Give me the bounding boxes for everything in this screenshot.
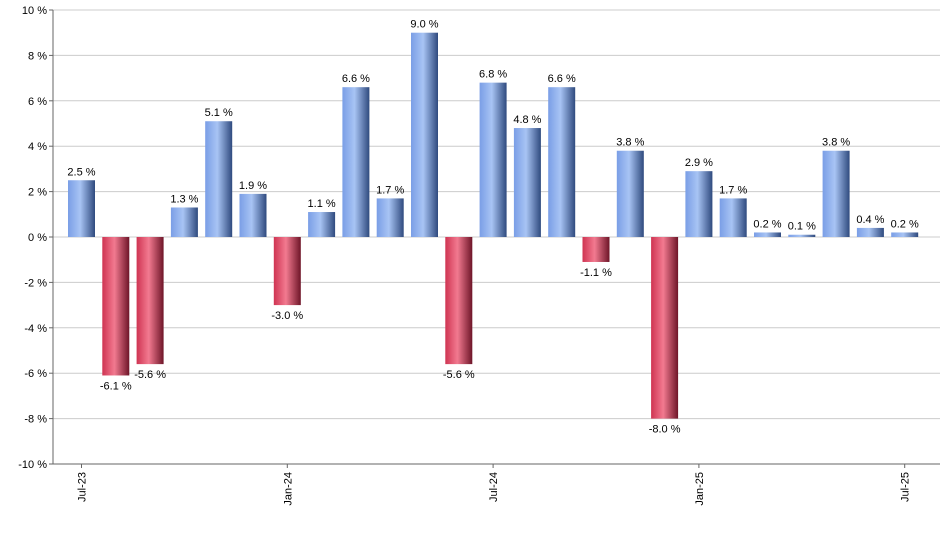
data-label: 3.8 % <box>616 137 644 149</box>
data-label: -6.1 % <box>100 380 132 392</box>
y-tick-label: 0 % <box>28 232 47 244</box>
data-label: 3.8 % <box>822 137 850 149</box>
y-tick-label: 6 % <box>28 96 47 108</box>
data-label: -3.0 % <box>271 310 303 322</box>
data-label: 1.9 % <box>239 180 267 192</box>
bars <box>68 32 919 419</box>
bar-Dec-23 <box>239 193 267 237</box>
y-tick-label: 10 % <box>22 5 47 17</box>
bar-Jul-24 <box>479 82 507 237</box>
x-tick-label: Jan-25 <box>694 472 706 506</box>
data-label: 6.8 % <box>479 69 507 81</box>
data-label: 0.1 % <box>788 221 816 233</box>
axes: -10 % -8 % -6 % -4 % -2 % 0 % 2 % 4 % 6 % 8 % 10 %… <box>18 5 940 506</box>
bar-Mar-24 <box>342 87 370 238</box>
bar-Jan-25 <box>685 171 713 237</box>
bar-May-24 <box>411 32 438 238</box>
bar-Apr-24 <box>376 198 404 237</box>
bar-Mar-25 <box>754 232 781 237</box>
y-tick-label: -2 % <box>24 277 47 289</box>
bar-Jan-24 <box>273 237 301 306</box>
y-tick-label: 8 % <box>28 50 47 62</box>
bar-Feb-24 <box>308 212 336 237</box>
bar-Jun-25 <box>856 227 884 237</box>
data-label: -5.6 % <box>134 369 166 381</box>
bar-Nov-23 <box>205 121 233 237</box>
data-label: 1.7 % <box>376 184 404 196</box>
data-label: 6.6 % <box>548 73 576 85</box>
data-label: 0.4 % <box>856 214 884 226</box>
bar-Feb-25 <box>719 198 747 237</box>
bar-Jul-25 <box>891 232 919 237</box>
data-label: 0.2 % <box>753 218 781 230</box>
y-tick-label: -8 % <box>24 414 47 426</box>
bar-Jul-23 <box>68 180 95 237</box>
y-tick-label: -6 % <box>24 368 47 380</box>
bar-Oct-24 <box>582 237 610 262</box>
data-label: -8.0 % <box>649 424 681 436</box>
x-tick-label: Jul-25 <box>900 472 912 502</box>
data-label: 5.1 % <box>205 107 233 119</box>
x-tick-label: Jan-24 <box>282 472 294 506</box>
data-labels: 2.5 %-6.1 %-5.6 %1.3 %5.1 %1.9 %-3.0 %1.… <box>67 19 919 436</box>
data-label: 1.7 % <box>719 184 747 196</box>
bar-Oct-23 <box>170 207 198 237</box>
data-label: 1.3 % <box>170 193 198 205</box>
bar-Nov-24 <box>616 150 644 237</box>
data-label: 1.1 % <box>308 198 336 210</box>
bar-Sep-24 <box>548 87 576 238</box>
y-tick-label: -4 % <box>24 323 47 335</box>
data-label: 2.5 % <box>67 166 95 178</box>
bar-Jun-24 <box>445 237 473 365</box>
data-label: 4.8 % <box>513 114 541 126</box>
bar-Aug-24 <box>513 128 541 237</box>
data-label: 6.6 % <box>342 73 370 85</box>
y-tick-label: 4 % <box>28 141 47 153</box>
y-tick-label: 2 % <box>28 187 47 199</box>
data-label: 0.2 % <box>891 218 919 230</box>
data-label: 9.0 % <box>410 19 438 31</box>
bar-Apr-25 <box>788 234 816 237</box>
data-label: -1.1 % <box>580 267 612 279</box>
bar-Sep-23 <box>136 237 164 365</box>
x-tick-label: Jul-23 <box>77 472 89 502</box>
y-tick-label: -10 % <box>18 459 47 471</box>
data-label: 2.9 % <box>685 157 713 169</box>
bar-Dec-24 <box>651 237 679 419</box>
bar-May-25 <box>822 150 850 237</box>
bar-Aug-23 <box>102 237 130 376</box>
x-tick-label: Jul-24 <box>488 472 500 502</box>
data-label: -5.6 % <box>443 369 475 381</box>
